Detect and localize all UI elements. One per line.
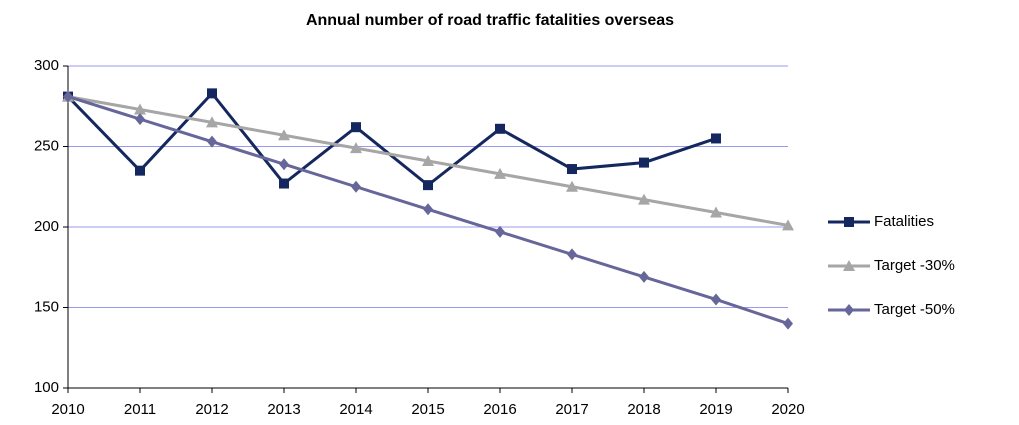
legend-label: Target -50% [874,301,955,318]
x-tick-label: 2016 [483,401,516,418]
legend-label: Target -30% [874,257,955,274]
x-tick-label: 2020 [771,401,804,418]
marker [423,203,433,216]
marker [639,270,649,283]
y-tick-label: 200 [34,218,59,235]
marker [567,164,577,175]
marker [135,165,145,176]
marker [207,88,217,99]
marker [495,225,505,238]
marker [422,154,434,166]
legend-label: Fatalities [874,213,934,230]
x-tick-label: 2015 [411,401,444,418]
marker [278,129,290,141]
x-tick-label: 2013 [267,401,300,418]
marker [711,293,721,306]
x-tick-label: 2012 [195,401,228,418]
marker [351,122,361,133]
x-tick-label: 2010 [51,401,84,418]
marker [495,123,505,134]
marker [63,90,73,103]
marker [206,116,218,128]
marker [843,260,855,271]
marker [279,178,289,189]
marker [711,133,721,144]
marker [279,158,289,171]
y-tick-label: 150 [34,298,59,315]
y-tick-label: 250 [34,137,59,154]
marker [782,219,794,231]
marker [566,180,578,192]
marker [639,157,649,168]
marker [351,180,361,193]
marker [494,167,506,179]
y-tick-label: 100 [34,379,59,396]
series-line [66,91,717,188]
marker [844,304,854,316]
chart-title: Annual number of road traffic fatalities… [306,12,674,29]
x-tick-label: 2017 [555,401,588,418]
marker [134,103,146,115]
x-tick-label: 2018 [627,401,660,418]
x-tick-label: 2011 [124,401,156,418]
x-tick-label: 2014 [339,401,372,418]
y-tick-label: 300 [34,57,59,74]
marker [567,248,577,261]
marker [638,193,650,205]
marker [350,142,362,154]
marker [844,217,854,227]
x-tick-label: 2019 [699,401,732,418]
marker [135,113,145,126]
marker [423,180,433,191]
marker [783,317,793,330]
marker [710,206,722,218]
marker [207,135,217,148]
